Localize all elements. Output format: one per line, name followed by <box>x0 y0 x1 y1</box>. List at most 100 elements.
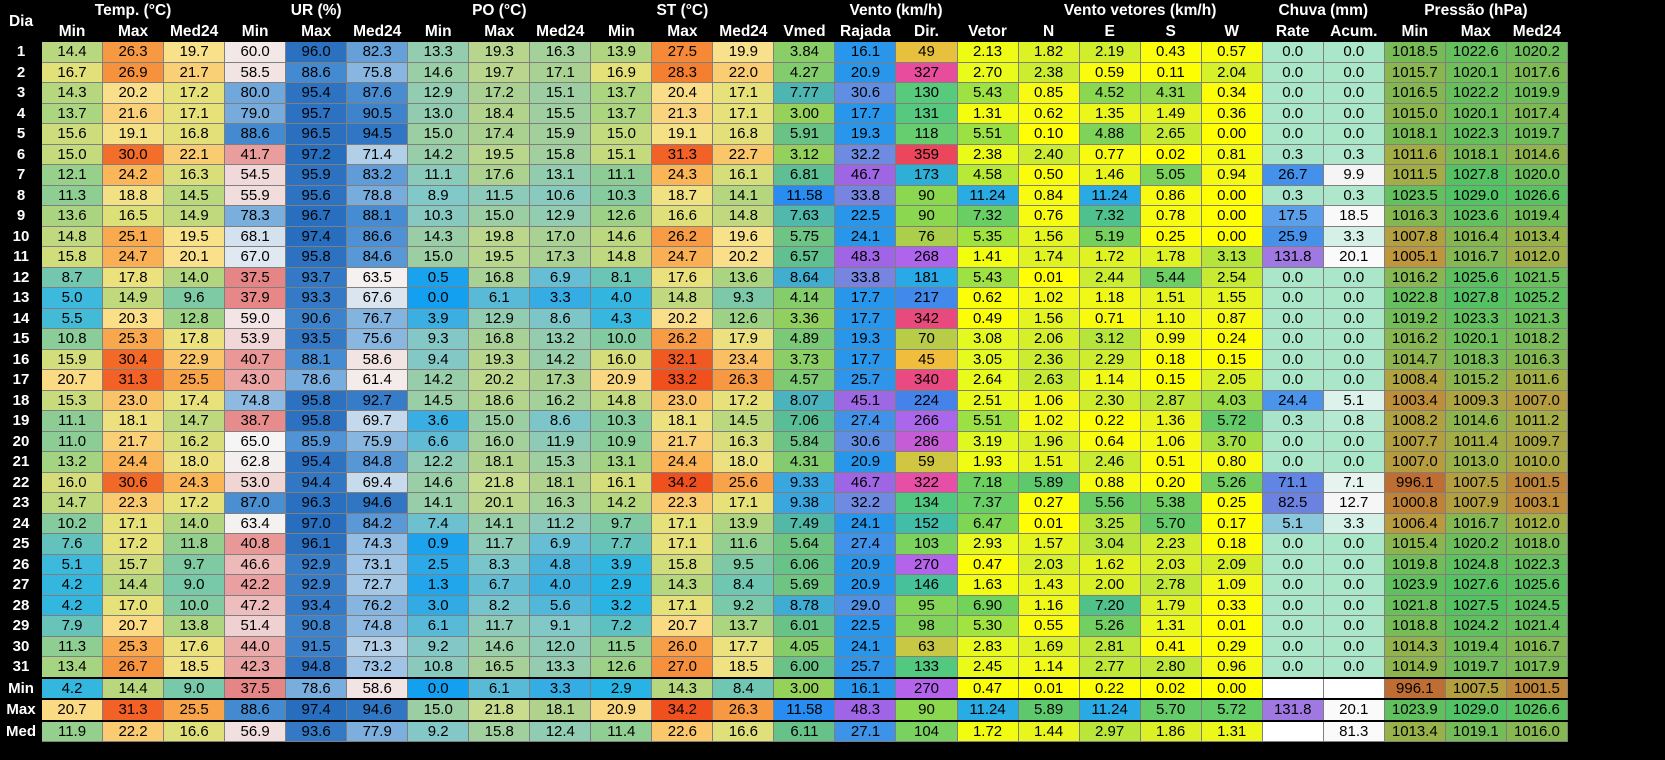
table-cell: 26.9 <box>102 61 165 83</box>
table-cell: 33.8 <box>834 184 897 206</box>
table-cell: 40.7 <box>224 348 287 370</box>
table-cell: 11.1 <box>407 164 470 186</box>
table-cell: 7.06 <box>773 410 836 432</box>
table-cell: 8.3 <box>468 553 531 575</box>
day-cell: 21 <box>0 451 43 473</box>
day-cell: 4 <box>0 102 43 124</box>
table-cell: 25.7 <box>834 656 897 678</box>
table-cell: 0.85 <box>1017 82 1080 104</box>
table-cell: 15.5 <box>529 102 592 124</box>
table-cell: 1.51 <box>1139 287 1202 309</box>
header-subcol: Max <box>651 20 714 42</box>
table-cell: 95.8 <box>285 410 348 432</box>
table-cell: 87.6 <box>346 82 409 104</box>
table-cell: 16.1 <box>834 41 897 63</box>
table-cell: 45.1 <box>834 389 897 411</box>
table-cell: 30.6 <box>834 82 897 104</box>
table-cell: 0.80 <box>1200 451 1263 473</box>
table-cell: 3.3 <box>1322 225 1385 247</box>
table-cell: 0.0 <box>1322 266 1385 288</box>
table-cell: 24.1 <box>834 512 897 534</box>
table-cell: 0.99 <box>1139 328 1202 350</box>
table-cell: 0.0 <box>1322 553 1385 575</box>
table-cell: 20.3 <box>102 307 165 329</box>
table-cell: 16.9 <box>590 61 653 83</box>
table-cell: 58.6 <box>346 676 409 700</box>
table-cell: 23.0 <box>651 389 714 411</box>
table-cell: 2.03 <box>1139 553 1202 575</box>
table-cell: 14.6 <box>407 61 470 83</box>
table-cell: 1012.0 <box>1505 246 1569 268</box>
table-cell: 74.8 <box>346 615 409 637</box>
table-cell: 90.8 <box>285 615 348 637</box>
table-cell: 14.2 <box>407 369 470 391</box>
table-cell: 11.24 <box>956 184 1019 206</box>
table-cell <box>1261 676 1324 700</box>
table-cell: 20.7 <box>41 698 104 721</box>
table-cell: 96.0 <box>285 41 348 63</box>
table-cell: 93.7 <box>285 266 348 288</box>
table-cell: 1.43 <box>1017 574 1080 596</box>
table-cell: 17.3 <box>529 369 592 391</box>
header-subcol: Acum. <box>1322 20 1385 42</box>
table-cell: 0.11 <box>1139 61 1202 83</box>
table-cell: 11.58 <box>773 698 836 721</box>
table-cell: 13.7 <box>590 82 653 104</box>
table-cell: 19.5 <box>163 225 226 247</box>
table-cell: 1014.7 <box>1383 348 1446 370</box>
table-cell: 1024.8 <box>1444 553 1507 575</box>
table-cell: 41.7 <box>224 143 287 165</box>
table-cell: 78.6 <box>285 369 348 391</box>
table-cell: 19.8 <box>468 225 531 247</box>
table-cell: 0.27 <box>1017 492 1080 514</box>
day-cell: 26 <box>0 553 43 575</box>
table-cell: 17.2 <box>163 82 226 104</box>
table-cell: 71.1 <box>1261 471 1324 493</box>
table-cell: 11.2 <box>529 512 592 534</box>
table-cell: 3.0 <box>407 594 470 616</box>
table-cell: 15.8 <box>41 246 104 268</box>
table-cell: 93.4 <box>285 594 348 616</box>
table-cell: 1.55 <box>1200 287 1263 309</box>
table-cell: 61.4 <box>346 369 409 391</box>
table-cell: 96.5 <box>285 123 348 145</box>
table-cell: 2.36 <box>1017 348 1080 370</box>
table-cell: 4.2 <box>41 574 104 596</box>
table-cell: 19.9 <box>712 41 775 63</box>
table-cell: 1017.9 <box>1505 656 1569 678</box>
table-row: 29 7.9 20.7 13.8 51.4 90.8 74.8 6.1 11.7 9.1 7.2 20… <box>0 615 1569 637</box>
table-cell: 19.6 <box>712 225 775 247</box>
table-row: 11 15.8 24.7 20.1 67.0 95.8 84.6 15.0 19.5 17.3 14… <box>0 246 1569 268</box>
table-cell: 92.7 <box>346 389 409 411</box>
table-row: 9 13.6 16.5 14.9 78.3 96.7 88.1 10.3 15.0 12.9 12.… <box>0 205 1569 227</box>
table-cell: 14.0 <box>163 512 226 534</box>
table-cell: 1018.1 <box>1383 123 1446 145</box>
table-cell: 1.02 <box>1017 410 1080 432</box>
table-cell: 44.0 <box>224 635 287 657</box>
day-cell: 23 <box>0 492 43 514</box>
day-cell: 5 <box>0 123 43 145</box>
table-cell: 1016.7 <box>1505 635 1569 657</box>
table-cell: 7.20 <box>1078 594 1141 616</box>
table-cell: 1.96 <box>1017 430 1080 452</box>
table-cell: 14.0 <box>163 266 226 288</box>
table-cell: 2.06 <box>1017 328 1080 350</box>
table-cell: 19.3 <box>834 123 897 145</box>
table-cell: 1027.5 <box>1444 594 1507 616</box>
table-cell: 5.51 <box>956 123 1019 145</box>
table-cell: 5.91 <box>773 123 836 145</box>
table-cell: 18.1 <box>651 410 714 432</box>
header-subcol: Vmed <box>773 20 836 42</box>
table-cell: 16.8 <box>712 123 775 145</box>
table-cell: 0.00 <box>1200 225 1263 247</box>
table-cell: 5.38 <box>1139 492 1202 514</box>
table-cell: 15.8 <box>468 719 531 742</box>
table-cell: 1023.9 <box>1383 698 1446 721</box>
table-cell: 20.1 <box>1322 698 1385 721</box>
table-cell: 1.56 <box>1017 225 1080 247</box>
table-cell: 14.3 <box>651 574 714 596</box>
table-cell: 1023.5 <box>1383 184 1446 206</box>
table-cell: 4.2 <box>41 594 104 616</box>
table-cell: 1011.6 <box>1383 143 1446 165</box>
table-cell: 5.26 <box>1200 471 1263 493</box>
